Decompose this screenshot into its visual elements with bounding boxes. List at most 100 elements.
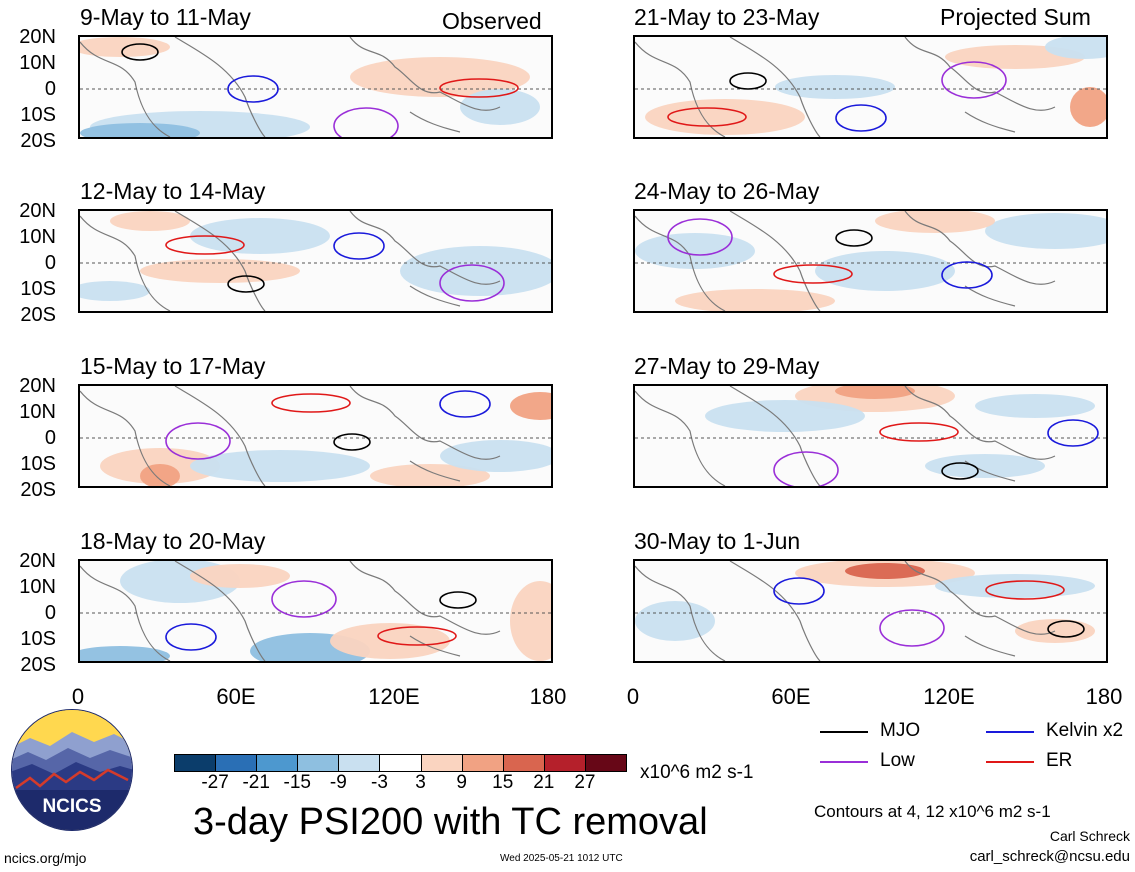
colorbar-cell bbox=[297, 754, 340, 772]
map-canvas bbox=[80, 386, 551, 486]
lat-tick: 20N bbox=[19, 26, 56, 48]
colorbar-tick-label: 27 bbox=[574, 772, 596, 793]
colorbar-cell bbox=[543, 754, 586, 772]
contour-line bbox=[165, 235, 245, 255]
anomaly-shading bbox=[775, 75, 895, 99]
colorbar-cell bbox=[502, 754, 545, 772]
coastline bbox=[635, 211, 1056, 311]
colorbar-units: x10^6 m2 s-1 bbox=[640, 762, 754, 783]
lat-tick: 0 bbox=[44, 78, 56, 100]
lat-tick: 0 bbox=[44, 602, 56, 624]
lon-tick: 120E bbox=[923, 684, 975, 709]
lat-tick: 20S bbox=[20, 130, 56, 152]
contour-line bbox=[835, 104, 887, 132]
colorbar-tick-label: 9 bbox=[456, 772, 467, 793]
anomaly-shading bbox=[510, 581, 551, 661]
anomaly-shading bbox=[935, 574, 1095, 598]
anomaly-shading bbox=[80, 123, 200, 137]
contour-line bbox=[879, 422, 959, 442]
anomaly-shading bbox=[675, 289, 835, 311]
map-panel-8 bbox=[633, 559, 1108, 663]
lat-tick: 10N bbox=[19, 401, 56, 423]
lat-tick: 20N bbox=[19, 550, 56, 572]
contour-line bbox=[439, 78, 519, 98]
coastline bbox=[80, 561, 501, 661]
map-canvas bbox=[80, 211, 551, 311]
contour-line bbox=[333, 433, 371, 451]
colorbar bbox=[174, 754, 627, 772]
panel-title-3: 12-May to 14-May bbox=[80, 178, 266, 204]
colorbar-cell bbox=[584, 754, 627, 772]
contour-line bbox=[165, 422, 231, 460]
anomaly-shading bbox=[845, 563, 925, 579]
legend-swatch-kelvin bbox=[986, 731, 1034, 733]
anomaly-shading bbox=[645, 99, 805, 135]
map-canvas bbox=[635, 37, 1106, 137]
coastline bbox=[80, 211, 501, 311]
contour-line bbox=[941, 261, 993, 289]
lat-tick: 10S bbox=[20, 278, 56, 300]
lon-tick: 180 bbox=[529, 684, 567, 709]
contour-line bbox=[729, 72, 767, 90]
colorbar-cell bbox=[461, 754, 504, 772]
panel-title-8: 30-May to 1-Jun bbox=[634, 528, 801, 554]
contour-line bbox=[439, 264, 505, 302]
panel-title-7: 18-May to 20-May bbox=[80, 528, 266, 554]
contour-line bbox=[1047, 419, 1099, 447]
colorbar-cell bbox=[420, 754, 463, 772]
legend-label-mjo: MJO bbox=[880, 720, 921, 741]
colorbar-tick-label: 21 bbox=[533, 772, 555, 793]
colorbar-tick-label: 15 bbox=[492, 772, 514, 793]
anomaly-shading bbox=[440, 440, 551, 472]
contour-line bbox=[667, 218, 733, 256]
panel-title-4: 24-May to 26-May bbox=[634, 178, 820, 204]
contour-line bbox=[773, 577, 825, 605]
anomaly-shading bbox=[985, 213, 1106, 249]
lon-tick: 0 bbox=[626, 684, 640, 709]
logo-text: NCICS bbox=[42, 796, 101, 817]
contour-line bbox=[439, 390, 491, 418]
observed-label: Observed bbox=[442, 8, 542, 34]
anomaly-shading bbox=[140, 259, 300, 283]
colorbar-cell bbox=[338, 754, 381, 772]
map-canvas bbox=[80, 561, 551, 661]
contour-note: Contours at 4, 12 x10^6 m2 s-1 bbox=[814, 802, 1051, 821]
colorbar-labels: -27 -21 -15 -9 -3 3 9 15 21 27 bbox=[174, 773, 626, 793]
panel-title-2: 21-May to 23-May bbox=[634, 4, 820, 30]
colorbar-cell bbox=[256, 754, 299, 772]
legend-label-low: Low bbox=[880, 750, 915, 771]
lat-tick: 10N bbox=[19, 576, 56, 598]
contour-line bbox=[941, 462, 979, 480]
contour-line bbox=[773, 264, 853, 284]
map-canvas bbox=[635, 561, 1106, 661]
anomaly-shading bbox=[705, 400, 865, 432]
lat-tick: 10S bbox=[20, 104, 56, 126]
map-canvas bbox=[635, 386, 1106, 486]
anomaly-shading bbox=[110, 211, 190, 231]
colorbar-tick-label: -15 bbox=[283, 772, 311, 793]
lat-tick: 20N bbox=[19, 200, 56, 222]
ncics-logo: NCICS bbox=[10, 708, 134, 832]
anomaly-shading bbox=[190, 564, 290, 588]
timestamp: Wed 2025-05-21 1012 UTC bbox=[500, 853, 623, 864]
contour-line bbox=[667, 107, 747, 127]
lon-tick: 120E bbox=[368, 684, 420, 709]
map-panel-1 bbox=[78, 35, 553, 139]
legend-swatch-er bbox=[986, 761, 1034, 763]
colorbar-cell bbox=[215, 754, 258, 772]
anomaly-shading bbox=[80, 646, 170, 661]
colorbar-tick-label: 3 bbox=[415, 772, 426, 793]
map-panel-4 bbox=[633, 209, 1108, 313]
anomaly-shading bbox=[330, 623, 450, 659]
lat-tick: 20S bbox=[20, 654, 56, 676]
lon-tick: 0 bbox=[71, 684, 85, 709]
contour-line bbox=[439, 591, 477, 609]
site-link[interactable]: ncics.org/mjo bbox=[4, 850, 87, 866]
contour-line bbox=[879, 609, 945, 647]
anomaly-shading bbox=[635, 233, 755, 269]
anomaly-shading bbox=[1045, 37, 1106, 59]
legend-swatch-mjo bbox=[820, 731, 868, 733]
lon-tick: 60E bbox=[216, 684, 256, 709]
anomaly-shading bbox=[400, 246, 551, 296]
panel-title-6: 27-May to 29-May bbox=[634, 353, 820, 379]
